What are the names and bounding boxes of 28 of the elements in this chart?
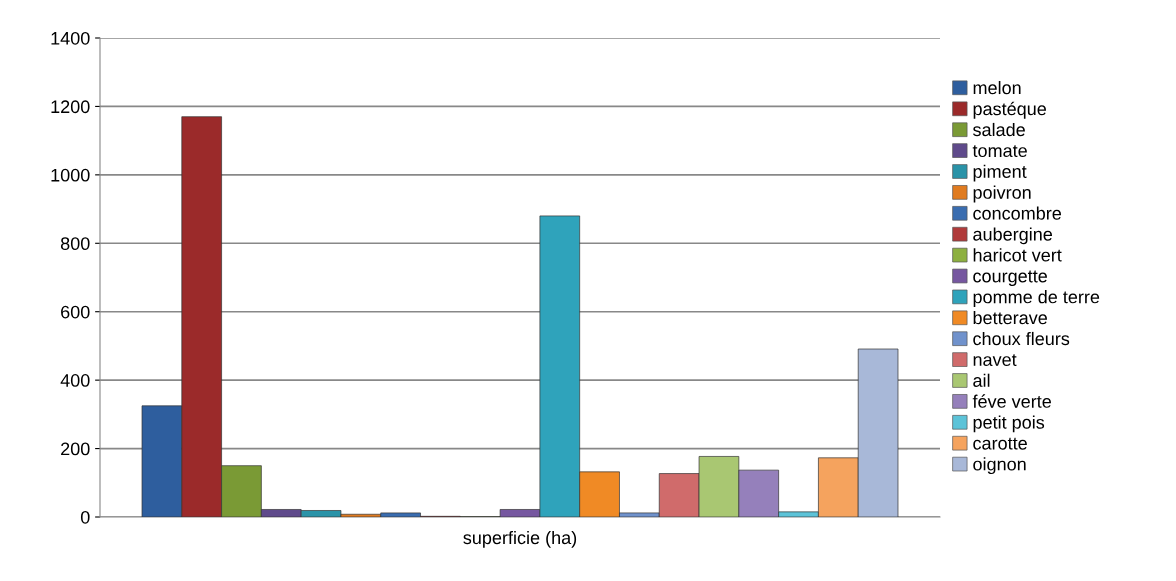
legend-label: haricot vert [973, 248, 1062, 262]
legend-label: salade [973, 122, 1025, 137]
legend-label: betterave [973, 310, 1047, 325]
legend-label: carotte [973, 437, 1027, 450]
legend-label: melon [973, 80, 1021, 95]
legend-label: petit pois [973, 415, 1045, 433]
y-tick-label: 0 [80, 510, 90, 524]
legend-label: oignon [973, 457, 1026, 475]
y-tick-label: 600 [61, 305, 90, 319]
legend-label: tomate [972, 145, 1027, 158]
legend-label: féve verte [972, 394, 1051, 408]
y-tick-label: 800 [60, 237, 90, 251]
legend-label: aubergine [973, 227, 1053, 245]
legend-label: choux fleurs [973, 331, 1070, 346]
legend-label: piment [973, 164, 1027, 182]
y-tick-label: 200 [61, 442, 90, 456]
legend-label: ail [973, 373, 990, 387]
y-tick-label: 1000 [51, 168, 90, 182]
legend-label: courgette [973, 270, 1047, 287]
y-tick-label: 400 [60, 374, 90, 387]
legend-label: pomme de terre [973, 290, 1100, 307]
x-tick-label: superficie (ha) [463, 530, 577, 548]
y-tick-label: 1200 [51, 100, 90, 114]
legend-label: navet [973, 354, 1017, 367]
legend-label: concombre [973, 206, 1062, 220]
legend-label: pastéque [973, 101, 1046, 119]
legend-label: poivron [973, 185, 1031, 203]
y-tick-label: 1400 [51, 31, 90, 45]
